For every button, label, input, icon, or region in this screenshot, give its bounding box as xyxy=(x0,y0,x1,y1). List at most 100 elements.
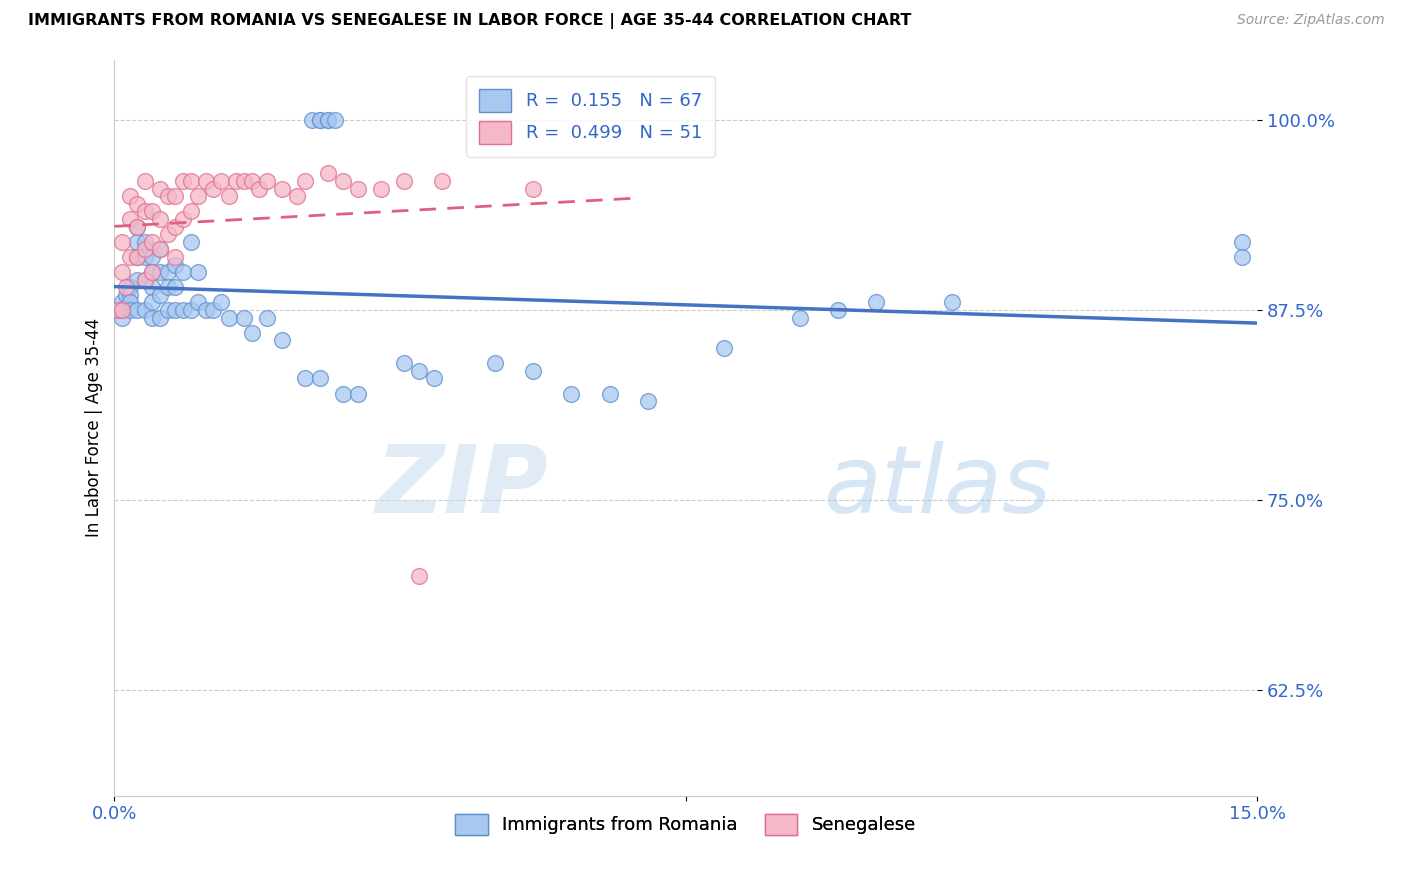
Point xyxy=(347,181,370,195)
Point xyxy=(172,174,194,188)
Point xyxy=(294,174,316,188)
Point xyxy=(522,181,544,195)
Point xyxy=(127,219,149,234)
Point xyxy=(827,303,849,318)
Point xyxy=(430,174,453,188)
Point xyxy=(127,303,149,318)
Point xyxy=(316,113,339,128)
Point xyxy=(127,250,149,264)
Point xyxy=(141,265,163,279)
Point xyxy=(180,235,202,249)
Point xyxy=(156,303,179,318)
Point xyxy=(713,341,735,355)
Y-axis label: In Labor Force | Age 35-44: In Labor Force | Age 35-44 xyxy=(86,318,103,537)
Point xyxy=(149,265,172,279)
Point xyxy=(209,295,232,310)
Point xyxy=(165,258,187,272)
Point xyxy=(134,235,156,249)
Point xyxy=(149,288,172,302)
Point xyxy=(118,280,141,294)
Point xyxy=(218,310,240,325)
Point xyxy=(165,280,187,294)
Point xyxy=(172,265,194,279)
Point xyxy=(165,303,187,318)
Point xyxy=(118,288,141,302)
Point xyxy=(194,303,217,318)
Point xyxy=(141,250,163,264)
Point xyxy=(141,295,163,310)
Point xyxy=(134,250,156,264)
Point xyxy=(1230,235,1253,249)
Point xyxy=(865,295,887,310)
Point xyxy=(111,303,134,318)
Point xyxy=(316,166,339,180)
Point xyxy=(332,174,354,188)
Point xyxy=(156,227,179,242)
Text: Source: ZipAtlas.com: Source: ZipAtlas.com xyxy=(1237,13,1385,28)
Point xyxy=(309,371,332,385)
Point xyxy=(127,250,149,264)
Point xyxy=(134,303,156,318)
Point xyxy=(637,394,659,409)
Point xyxy=(256,310,278,325)
Point xyxy=(118,295,141,310)
Point xyxy=(172,303,194,318)
Point xyxy=(127,196,149,211)
Point xyxy=(149,243,172,257)
Point xyxy=(115,288,138,302)
Point xyxy=(294,371,316,385)
Point xyxy=(560,386,582,401)
Point xyxy=(180,204,202,219)
Point xyxy=(134,273,156,287)
Point xyxy=(127,235,149,249)
Point xyxy=(111,303,134,318)
Point xyxy=(522,364,544,378)
Point xyxy=(187,295,209,310)
Legend: Immigrants from Romania, Senegalese: Immigrants from Romania, Senegalese xyxy=(449,806,924,842)
Point xyxy=(156,189,179,203)
Point xyxy=(187,189,209,203)
Point xyxy=(232,310,254,325)
Point xyxy=(332,386,354,401)
Point xyxy=(115,280,138,294)
Text: ZIP: ZIP xyxy=(375,441,548,533)
Point xyxy=(127,273,149,287)
Point xyxy=(156,265,179,279)
Point xyxy=(111,295,134,310)
Point xyxy=(107,303,129,318)
Point xyxy=(225,174,247,188)
Point xyxy=(309,113,332,128)
Point xyxy=(392,174,415,188)
Point xyxy=(149,211,172,226)
Point xyxy=(127,219,149,234)
Point xyxy=(301,113,323,128)
Point xyxy=(149,243,172,257)
Point xyxy=(141,280,163,294)
Point xyxy=(202,303,225,318)
Point xyxy=(285,189,308,203)
Point xyxy=(180,174,202,188)
Point xyxy=(118,211,141,226)
Point xyxy=(423,371,446,385)
Text: atlas: atlas xyxy=(823,441,1052,532)
Text: IMMIGRANTS FROM ROMANIA VS SENEGALESE IN LABOR FORCE | AGE 35-44 CORRELATION CHA: IMMIGRANTS FROM ROMANIA VS SENEGALESE IN… xyxy=(28,13,911,29)
Point xyxy=(599,386,621,401)
Point xyxy=(392,356,415,370)
Point xyxy=(134,273,156,287)
Point xyxy=(232,174,254,188)
Point xyxy=(165,250,187,264)
Point xyxy=(141,310,163,325)
Point xyxy=(134,174,156,188)
Point xyxy=(316,113,339,128)
Point xyxy=(141,265,163,279)
Point xyxy=(134,243,156,257)
Point xyxy=(202,181,225,195)
Point xyxy=(309,113,332,128)
Point xyxy=(165,219,187,234)
Point xyxy=(149,181,172,195)
Point xyxy=(218,189,240,203)
Point xyxy=(118,303,141,318)
Point xyxy=(118,250,141,264)
Point xyxy=(271,334,294,348)
Point xyxy=(240,174,263,188)
